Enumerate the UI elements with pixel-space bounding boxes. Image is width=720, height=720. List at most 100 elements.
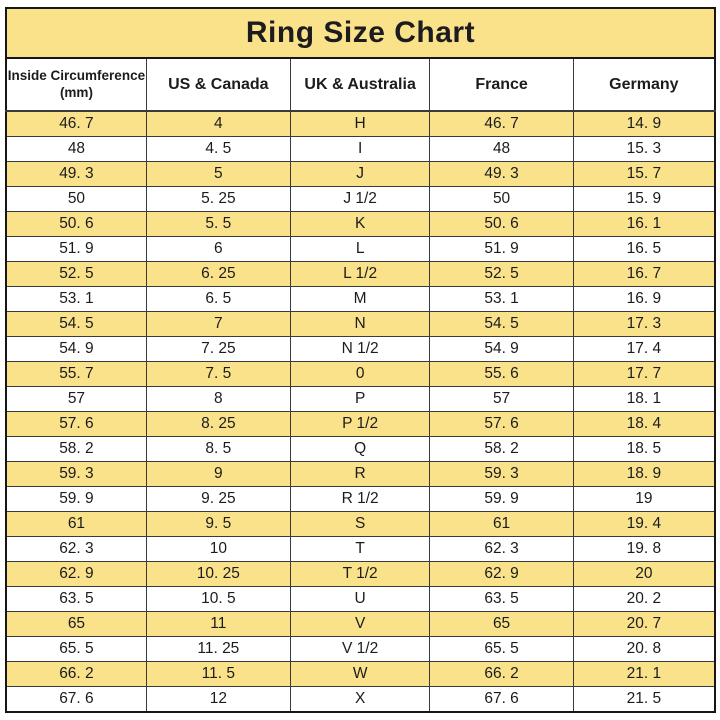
cell-france: 50	[429, 185, 574, 212]
table-row: 62. 3 10 T 62. 3 19. 8	[5, 536, 716, 563]
cell-uk_australia: 0	[289, 360, 431, 387]
cell-us_canada: 10	[145, 536, 291, 563]
cell-circumference: 67. 6	[5, 686, 147, 713]
cell-uk_australia: K	[289, 210, 431, 237]
table-row: 54. 9 7. 25 N 1/2 54. 9 17. 4	[5, 335, 716, 362]
cell-us_canada: 7	[145, 310, 291, 337]
table-row: 57. 6 8. 25 P 1/2 57. 6 18. 4	[5, 410, 716, 437]
cell-france: 61	[429, 510, 574, 538]
cell-us_canada: 6. 5	[145, 285, 291, 312]
cell-germany: 17. 7	[572, 360, 716, 387]
cell-germany: 16. 1	[572, 210, 716, 237]
cell-france: 52. 5	[429, 260, 574, 287]
cell-circumference: 59. 3	[5, 460, 147, 487]
table-row: 66. 2 11. 5 W 66. 2 21. 1	[5, 661, 716, 688]
cell-circumference: 48	[5, 135, 147, 162]
ring-size-table: Ring Size Chart Inside Circumference (mm…	[5, 7, 716, 713]
table-row: 46. 7 4 H 46. 7 14. 9	[5, 110, 716, 137]
cell-uk_australia: J 1/2	[289, 185, 431, 212]
cell-uk_australia: H	[289, 110, 431, 137]
cell-france: 49. 3	[429, 160, 574, 187]
cell-germany: 18. 5	[572, 435, 716, 462]
cell-france: 65. 5	[429, 636, 574, 663]
cell-uk_australia: V 1/2	[289, 636, 431, 663]
cell-germany: 19. 8	[572, 536, 716, 563]
cell-france: 62. 9	[429, 561, 574, 588]
cell-france: 57. 6	[429, 410, 574, 437]
cell-uk_australia: T 1/2	[289, 561, 431, 588]
cell-germany: 21. 1	[572, 661, 716, 688]
table-row: 62. 9 10. 25 T 1/2 62. 9 20	[5, 561, 716, 588]
cell-us_canada: 10. 5	[145, 586, 291, 613]
cell-germany: 20. 7	[572, 611, 716, 638]
cell-circumference: 58. 2	[5, 435, 147, 462]
cell-germany: 17. 3	[572, 310, 716, 337]
table-row: 59. 9 9. 25 R 1/2 59. 9 19	[5, 485, 716, 513]
cell-germany: 19	[572, 485, 716, 513]
cell-us_canada: 5. 25	[145, 185, 291, 212]
header-cell-circumference: Inside Circumference (mm)	[5, 57, 147, 112]
cell-germany: 21. 5	[572, 686, 716, 713]
cell-us_canada: 8. 5	[145, 435, 291, 462]
cell-germany: 18. 1	[572, 385, 716, 412]
header-circumference-label: Inside Circumference	[7, 67, 146, 83]
cell-us_canada: 4	[145, 110, 291, 137]
cell-uk_australia: P 1/2	[289, 410, 431, 437]
cell-france: 67. 6	[429, 686, 574, 713]
cell-france: 46. 7	[429, 110, 574, 137]
cell-circumference: 57. 6	[5, 410, 147, 437]
cell-us_canada: 12	[145, 686, 291, 713]
cell-us_canada: 11. 25	[145, 636, 291, 663]
cell-uk_australia: S	[289, 510, 431, 538]
cell-france: 58. 2	[429, 435, 574, 462]
cell-us_canada: 7. 5	[145, 360, 291, 387]
cell-us_canada: 8	[145, 385, 291, 412]
cell-france: 59. 9	[429, 485, 574, 513]
table-row: 57 8 P 57 18. 1	[5, 385, 716, 412]
cell-uk_australia: M	[289, 285, 431, 312]
cell-circumference: 59. 9	[5, 485, 147, 513]
cell-france: 55. 6	[429, 360, 574, 387]
cell-uk_australia: V	[289, 611, 431, 638]
cell-france: 66. 2	[429, 661, 574, 688]
cell-uk_australia: Q	[289, 435, 431, 462]
cell-france: 65	[429, 611, 574, 638]
page-title: Ring Size Chart	[5, 7, 716, 59]
cell-circumference: 65. 5	[5, 636, 147, 663]
cell-us_canada: 5. 5	[145, 210, 291, 237]
cell-germany: 14. 9	[572, 110, 716, 137]
table-row: 63. 5 10. 5 U 63. 5 20. 2	[5, 586, 716, 613]
cell-us_canada: 11. 5	[145, 661, 291, 688]
cell-circumference: 57	[5, 385, 147, 412]
ring-size-chart: Ring Size Chart Inside Circumference (mm…	[5, 7, 716, 713]
cell-us_canada: 9. 25	[145, 485, 291, 513]
header-row: Inside Circumference (mm) US & Canada UK…	[5, 57, 716, 112]
table-row: 51. 9 6 L 51. 9 16. 5	[5, 235, 716, 262]
cell-france: 57	[429, 385, 574, 412]
cell-germany: 20	[572, 561, 716, 588]
cell-circumference: 54. 9	[5, 335, 147, 362]
cell-uk_australia: W	[289, 661, 431, 688]
header-circumference-unit: (mm)	[59, 84, 93, 100]
cell-germany: 15. 3	[572, 135, 716, 162]
cell-circumference: 62. 3	[5, 536, 147, 563]
cell-germany: 17. 4	[572, 335, 716, 362]
cell-germany: 19. 4	[572, 510, 716, 538]
cell-france: 50. 6	[429, 210, 574, 237]
cell-circumference: 49. 3	[5, 160, 147, 187]
cell-us_canada: 8. 25	[145, 410, 291, 437]
cell-us_canada: 10. 25	[145, 561, 291, 588]
cell-us_canada: 9. 5	[145, 510, 291, 538]
table-row: 59. 3 9 R 59. 3 18. 9	[5, 460, 716, 487]
table-row: 67. 6 12 X 67. 6 21. 5	[5, 686, 716, 713]
table-row: 52. 5 6. 25 L 1/2 52. 5 16. 7	[5, 260, 716, 287]
cell-germany: 16. 5	[572, 235, 716, 262]
cell-uk_australia: U	[289, 586, 431, 613]
cell-uk_australia: N 1/2	[289, 335, 431, 362]
header-cell-france: France	[429, 57, 574, 112]
table-row: 55. 7 7. 5 0 55. 6 17. 7	[5, 360, 716, 387]
cell-circumference: 52. 5	[5, 260, 147, 287]
cell-germany: 15. 9	[572, 185, 716, 212]
cell-france: 63. 5	[429, 586, 574, 613]
cell-circumference: 54. 5	[5, 310, 147, 337]
